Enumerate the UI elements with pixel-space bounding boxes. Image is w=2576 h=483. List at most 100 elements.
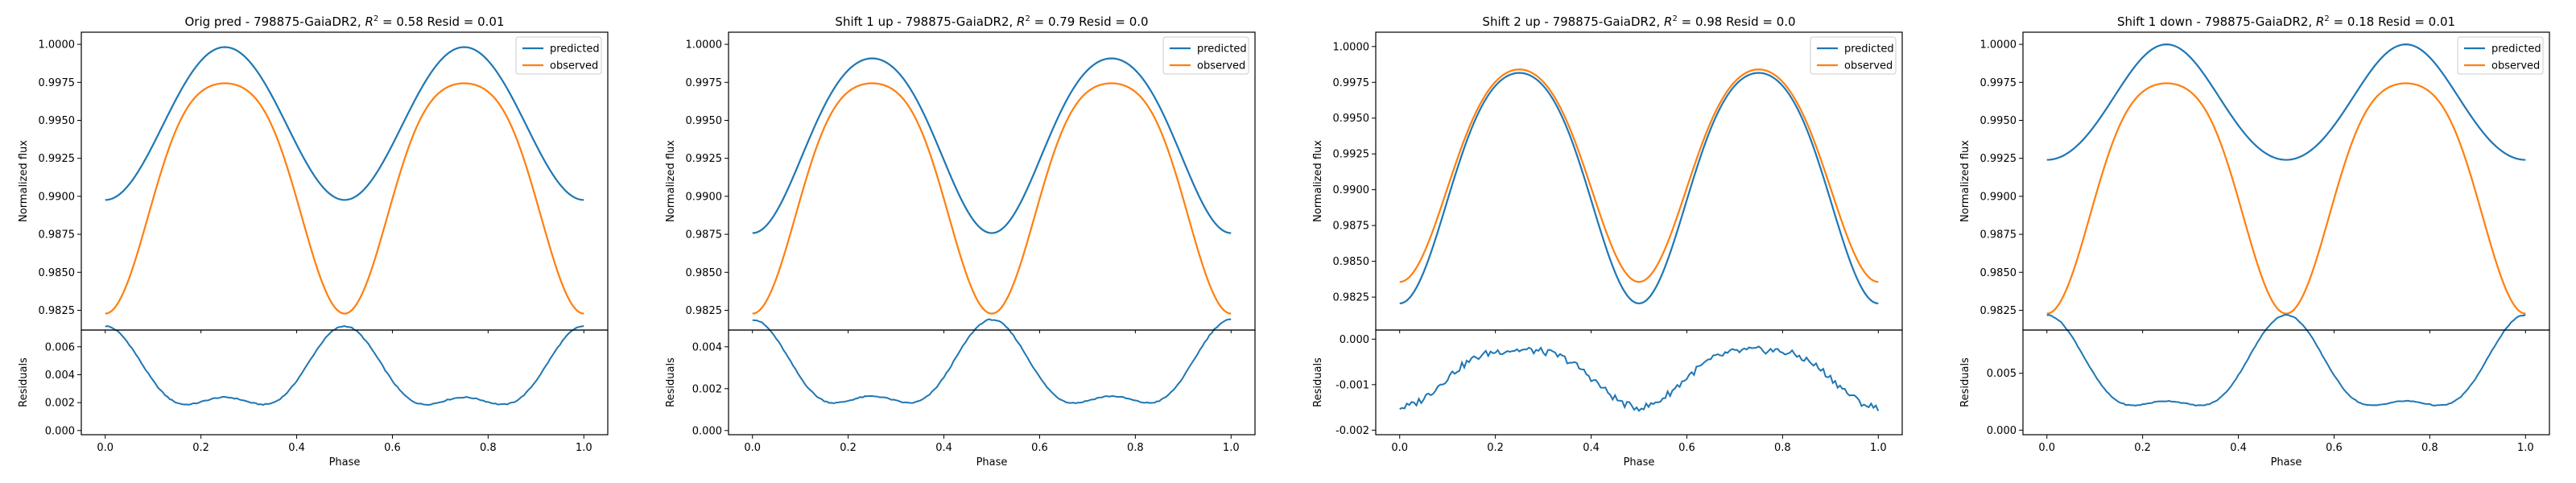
residual-axis-label: Residuals	[18, 357, 30, 407]
y-tick-label: 1.0000	[686, 39, 723, 52]
axes-frame-top	[1375, 31, 1903, 331]
x-tick-label: 0.2	[840, 442, 857, 454]
series-predicted	[2046, 43, 2526, 161]
y-tick-label: 1.0000	[1980, 39, 2017, 52]
x-tick-label: 0.2	[192, 442, 209, 454]
y-axis-label: Normalized flux	[18, 140, 30, 222]
y-tick-label: 0.9950	[1980, 115, 2017, 127]
legend-label-predicted: predicted	[1844, 43, 1894, 56]
residual-tick-label: 0.004	[45, 369, 75, 382]
x-tick-label: 1.0	[1223, 442, 1240, 454]
y-tick-label: 0.9850	[1980, 267, 2017, 279]
axes-frame-bottom	[1375, 329, 1903, 436]
residual-tick-label: 0.000	[1340, 334, 1369, 346]
series-observed	[1399, 68, 1879, 283]
x-axis-label: Phase	[976, 456, 1008, 469]
residual-tick-label: 0.006	[45, 341, 75, 353]
x-tick-label: 0.0	[97, 442, 114, 454]
y-tick-label: 0.9975	[686, 77, 723, 89]
x-tick-label: 0.6	[1031, 442, 1048, 454]
y-tick-label: 0.9900	[39, 191, 76, 203]
y-tick-label: 0.9875	[39, 229, 76, 242]
series-observed	[2046, 82, 2526, 315]
legend-label-observed: observed	[550, 60, 598, 72]
y-tick-label: 0.9850	[686, 267, 723, 279]
y-tick-label: 0.9975	[1980, 77, 2017, 89]
axes-frame-top	[2022, 31, 2550, 331]
x-tick-label: 0.8	[2421, 442, 2438, 454]
y-tick-label: 0.9850	[39, 267, 76, 279]
x-tick-label: 0.0	[1391, 442, 1408, 454]
axes-frame-bottom	[728, 329, 1256, 436]
chart-title: Shift 1 down - 798875-GaiaDR2, R2 = 0.18…	[2117, 14, 2455, 29]
series-residuals	[105, 324, 584, 407]
y-tick-label: 0.9925	[1333, 149, 1370, 161]
y-tick-label: 0.9825	[1980, 305, 2017, 317]
legend-label-predicted: predicted	[550, 43, 600, 56]
x-tick-label: 0.2	[2134, 442, 2151, 454]
y-tick-label: 0.9900	[686, 191, 723, 203]
y-tick-label: 0.9925	[686, 153, 723, 165]
legend-label-predicted: predicted	[2491, 43, 2541, 56]
x-tick-label: 1.0	[576, 442, 592, 454]
residual-axis-label: Residuals	[1959, 357, 1971, 407]
x-tick-label: 0.8	[1774, 442, 1791, 454]
y-tick-label: 0.9875	[1980, 229, 2017, 242]
residual-tick-label: -0.002	[1335, 425, 1369, 437]
axes-frame-bottom	[80, 329, 609, 436]
y-tick-label: 0.9900	[1333, 184, 1370, 196]
x-tick-label: 0.6	[2326, 442, 2343, 454]
x-tick-label: 0.4	[2230, 442, 2247, 454]
subplot-2: Shift 1 up - 798875-GaiaDR2, R2 = 0.79 R…	[665, 14, 1256, 469]
legend-label-observed: observed	[2491, 60, 2540, 72]
residual-tick-label: 0.002	[692, 383, 722, 395]
legend-label-observed: observed	[1197, 60, 1245, 72]
y-tick-label: 0.9825	[1333, 292, 1370, 304]
x-tick-label: 1.0	[1870, 442, 1887, 454]
x-tick-label: 0.8	[480, 442, 497, 454]
chart-title: Shift 1 up - 798875-GaiaDR2, R2 = 0.79 R…	[835, 14, 1148, 29]
y-tick-label: 1.0000	[39, 39, 76, 52]
x-axis-label: Phase	[329, 456, 361, 469]
y-tick-label: 0.9950	[686, 115, 723, 127]
series-observed	[105, 82, 584, 315]
axes-frame-top	[728, 31, 1256, 331]
y-tick-label: 0.9875	[1333, 221, 1370, 233]
chart-title: Orig pred - 798875-GaiaDR2, R2 = 0.58 Re…	[184, 14, 504, 29]
residual-tick-label: 0.000	[45, 425, 75, 437]
residual-tick-label: 0.000	[1987, 425, 2017, 437]
x-axis-label: Phase	[2271, 456, 2302, 469]
series-residuals	[2046, 313, 2526, 407]
x-tick-label: 0.4	[935, 442, 952, 454]
y-tick-label: 0.9825	[686, 305, 723, 317]
residual-tick-label: 0.002	[45, 398, 75, 410]
series-observed	[752, 82, 1232, 315]
residual-tick-label: 0.004	[692, 341, 722, 353]
y-tick-label: 1.0000	[1333, 41, 1370, 53]
y-tick-label: 0.9975	[39, 77, 76, 89]
y-tick-label: 0.9950	[39, 115, 76, 127]
axes-frame-bottom	[2022, 329, 2550, 436]
y-axis-label: Normalized flux	[665, 140, 677, 222]
series-residuals	[1399, 345, 1880, 412]
x-tick-label: 0.4	[1583, 442, 1600, 454]
x-tick-label: 0.0	[2038, 442, 2055, 454]
subplot-3: Shift 2 up - 798875-GaiaDR2, R2 = 0.98 R…	[1312, 14, 1903, 469]
x-tick-label: 0.4	[288, 442, 305, 454]
x-tick-label: 1.0	[2517, 442, 2534, 454]
chart-title: Shift 2 up - 798875-GaiaDR2, R2 = 0.98 R…	[1482, 14, 1795, 29]
y-tick-label: 0.9925	[39, 153, 76, 165]
y-tick-label: 0.9825	[39, 305, 76, 317]
residual-tick-label: 0.000	[692, 425, 722, 437]
axes-frame-top	[80, 31, 609, 331]
y-tick-label: 0.9925	[1980, 153, 2017, 165]
series-predicted	[105, 46, 584, 201]
residual-tick-label: 0.005	[1987, 368, 2017, 380]
subplot-4: Shift 1 down - 798875-GaiaDR2, R2 = 0.18…	[1959, 14, 2550, 469]
x-tick-label: 0.6	[384, 442, 401, 454]
x-axis-label: Phase	[1624, 456, 1655, 469]
residual-axis-label: Residuals	[1312, 357, 1324, 407]
subplot-1: Orig pred - 798875-GaiaDR2, R2 = 0.58 Re…	[18, 14, 609, 469]
residual-tick-label: -0.001	[1335, 379, 1369, 391]
x-tick-label: 0.6	[1678, 442, 1695, 454]
